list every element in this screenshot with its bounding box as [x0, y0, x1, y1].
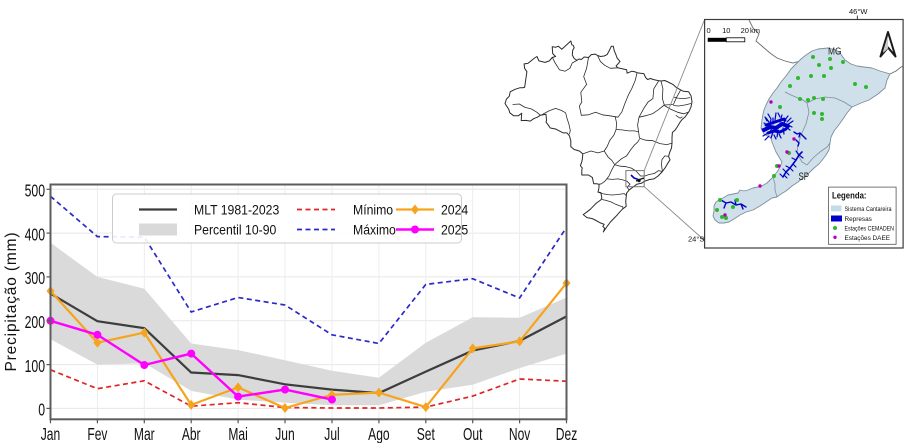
svg-text:Mar: Mar — [134, 425, 155, 443]
svg-text:Mai: Mai — [228, 425, 247, 443]
svg-text:Represas: Represas — [845, 216, 872, 223]
svg-text:Set: Set — [417, 425, 436, 443]
svg-text:46°W: 46°W — [849, 7, 868, 16]
svg-text:Ago: Ago — [368, 425, 389, 443]
svg-text:400: 400 — [25, 225, 45, 245]
svg-text:Out: Out — [463, 425, 483, 443]
svg-text:Legenda:: Legenda: — [832, 191, 867, 201]
svg-text:SP: SP — [799, 171, 810, 183]
svg-text:0: 0 — [38, 400, 45, 420]
svg-text:Jun: Jun — [275, 425, 294, 443]
svg-text:2024: 2024 — [441, 202, 468, 218]
svg-text:200: 200 — [25, 313, 45, 333]
svg-text:Estações DAEE: Estações DAEE — [845, 235, 890, 242]
svg-text:Abr: Abr — [182, 425, 201, 443]
svg-text:Jul: Jul — [324, 425, 339, 443]
svg-text:Nov: Nov — [509, 425, 531, 443]
svg-text:100: 100 — [25, 357, 45, 377]
svg-text:300: 300 — [25, 269, 45, 289]
svg-text:10: 10 — [722, 26, 730, 35]
svg-text:MLT 1981-2023: MLT 1981-2023 — [194, 202, 279, 218]
svg-text:Dez: Dez — [556, 425, 577, 443]
svg-text:Estações CEMADEN: Estações CEMADEN — [845, 226, 895, 233]
svg-text:20: 20 — [741, 26, 749, 35]
svg-text:Máximo: Máximo — [353, 222, 396, 238]
svg-text:Precipitação (mm): Precipitação (mm) — [3, 233, 20, 372]
svg-text:Mínimo: Mínimo — [353, 202, 393, 218]
svg-text:2025: 2025 — [441, 222, 468, 238]
svg-text:MG: MG — [828, 47, 842, 58]
svg-text:Fev: Fev — [87, 425, 107, 443]
svg-text:Jan: Jan — [41, 425, 60, 443]
svg-text:500: 500 — [25, 181, 45, 201]
svg-text:Sistema Cantareira: Sistema Cantareira — [845, 206, 892, 213]
svg-text:24°S: 24°S — [688, 235, 704, 244]
svg-text:Percentil 10-90: Percentil 10-90 — [194, 222, 276, 238]
svg-text:km: km — [750, 26, 760, 35]
svg-text:0: 0 — [707, 26, 711, 35]
